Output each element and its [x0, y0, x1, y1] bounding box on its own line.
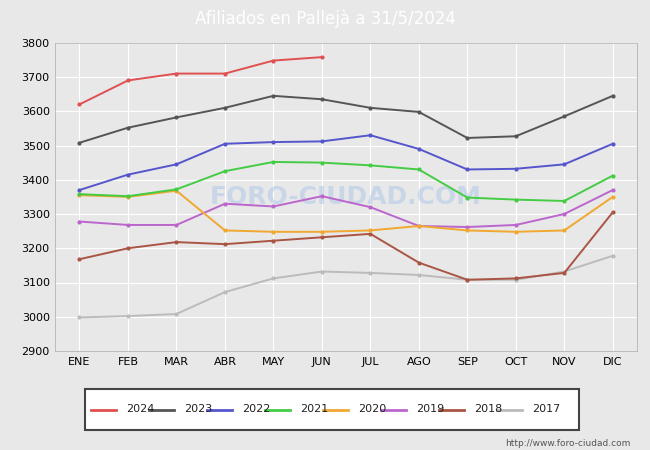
Text: http://www.foro-ciudad.com: http://www.foro-ciudad.com — [505, 439, 630, 448]
Text: Afiliados en Pallejà a 31/5/2024: Afiliados en Pallejà a 31/5/2024 — [194, 10, 456, 28]
Text: 2017: 2017 — [532, 405, 560, 414]
Text: 2020: 2020 — [358, 405, 386, 414]
Text: FORO-CIUDAD.COM: FORO-CIUDAD.COM — [210, 185, 482, 209]
Text: 2023: 2023 — [184, 405, 212, 414]
Text: 2022: 2022 — [242, 405, 270, 414]
Text: 2018: 2018 — [474, 405, 502, 414]
Text: 2019: 2019 — [416, 405, 444, 414]
Text: 2021: 2021 — [300, 405, 328, 414]
Text: 2024: 2024 — [125, 405, 154, 414]
